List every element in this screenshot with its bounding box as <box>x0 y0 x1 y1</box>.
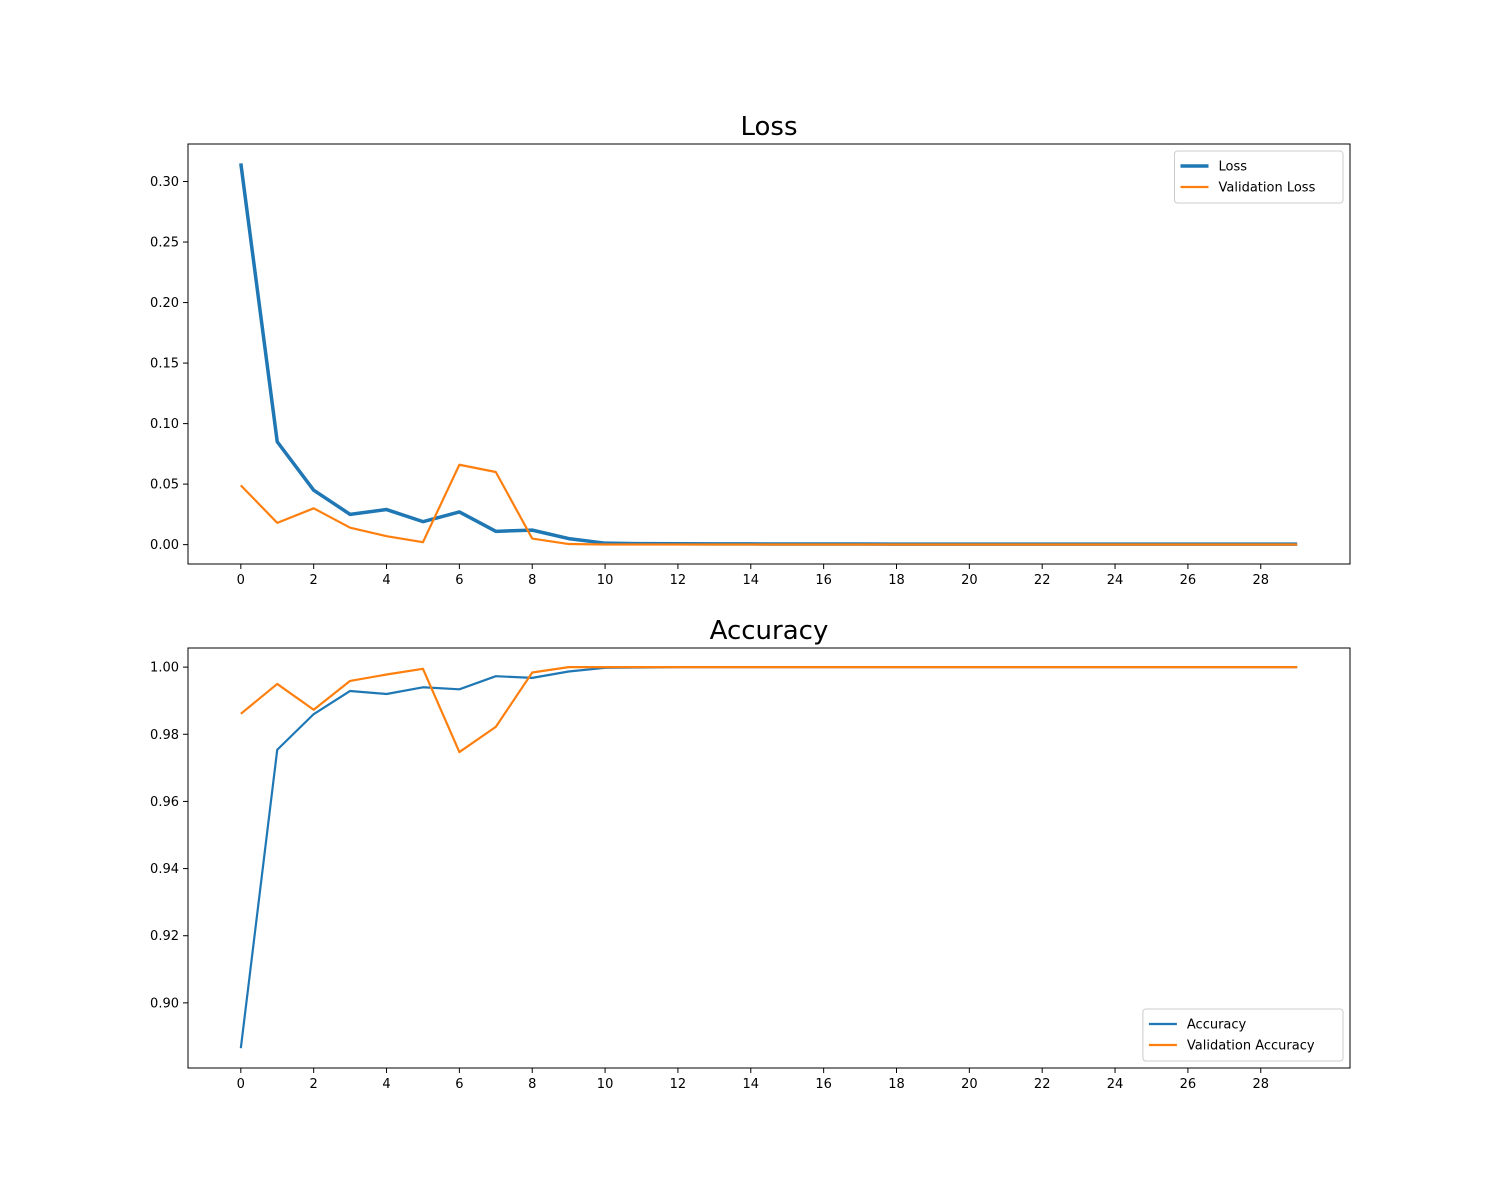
accuracy-x-tick-label-20: 20 <box>961 1077 978 1092</box>
accuracy-x-tick-label-10: 10 <box>597 1077 614 1092</box>
loss-y-tick-label-4: 0.20 <box>150 296 179 311</box>
loss-y-tick-label-3: 0.15 <box>150 357 179 372</box>
loss-x-tick-label-16: 16 <box>815 573 832 588</box>
loss-y-tick-label-1: 0.05 <box>150 478 179 493</box>
accuracy-x-tick-label-28: 28 <box>1252 1077 1269 1092</box>
loss-legend-label-loss: Loss <box>1219 160 1248 175</box>
accuracy-legend-box <box>1142 1008 1344 1062</box>
loss-y-tick-label-6: 0.30 <box>150 175 179 190</box>
accuracy-x-tick-label-22: 22 <box>1034 1077 1051 1092</box>
accuracy-x-tick-label-0: 0 <box>237 1077 245 1092</box>
accuracy-panel: Accuracy 0 2 4 6 8 10 12 14 16 18 20 22 24 26 280.900.… <box>150 616 1351 1092</box>
loss-x-tick-label-6: 6 <box>455 573 463 588</box>
accuracy-axes-frame <box>187 647 1351 1069</box>
loss-y-tick-label-5: 0.25 <box>150 236 179 251</box>
accuracy-legend: Accuracy Validation Accuracy <box>1142 1008 1344 1062</box>
loss-y-tick-label-0: 0.00 <box>150 538 179 553</box>
accuracy-y-tick-label-4: 0.98 <box>150 728 179 743</box>
accuracy-x-tick-label-12: 12 <box>670 1077 687 1092</box>
accuracy-x-tick-label-2: 2 <box>310 1077 318 1092</box>
accuracy-x-tick-label-26: 26 <box>1180 1077 1197 1092</box>
loss-x-tick-label-28: 28 <box>1252 573 1269 588</box>
accuracy-legend-label-accuracy: Accuracy <box>1187 1018 1247 1033</box>
accuracy-x-tick-label-14: 14 <box>743 1077 760 1092</box>
loss-panel: Loss 0 2 4 6 8 10 12 14 16 18 20 22 24 26 280.000.050.… <box>150 112 1351 588</box>
loss-axes-frame <box>187 143 1351 565</box>
loss-x-tick-label-2: 2 <box>310 573 318 588</box>
accuracy-title: Accuracy <box>710 616 829 646</box>
loss-series-validation-loss-line <box>240 463 1298 546</box>
loss-x-tick-label-18: 18 <box>888 573 905 588</box>
accuracy-legend-label-validation-accuracy: Validation Accuracy <box>1187 1039 1315 1054</box>
accuracy-y-tick-label-0: 0.90 <box>150 996 179 1011</box>
loss-x-tick-label-20: 20 <box>961 573 978 588</box>
loss-x-tick-label-0: 0 <box>237 573 245 588</box>
loss-title: Loss <box>740 112 797 142</box>
loss-legend-label-validation-loss: Validation Loss <box>1219 181 1316 196</box>
loss-x-tick-label-26: 26 <box>1180 573 1197 588</box>
loss-x-tick-label-12: 12 <box>670 573 687 588</box>
loss-y-tick-label-2: 0.10 <box>150 417 179 432</box>
accuracy-y-tick-label-5: 1.00 <box>150 661 179 676</box>
loss-x-tick-label-8: 8 <box>528 573 536 588</box>
loss-legend-box <box>1174 150 1344 204</box>
accuracy-series-validation-accuracy-line <box>240 666 1298 754</box>
accuracy-x-tick-label-6: 6 <box>455 1077 463 1092</box>
accuracy-x-tick-label-8: 8 <box>528 1077 536 1092</box>
loss-x-tick-label-22: 22 <box>1034 573 1051 588</box>
accuracy-x-tick-label-16: 16 <box>815 1077 832 1092</box>
loss-x-tick-label-4: 4 <box>382 573 390 588</box>
accuracy-y-tick-label-1: 0.92 <box>150 929 179 944</box>
loss-x-tick-label-14: 14 <box>743 573 760 588</box>
accuracy-x-tick-label-4: 4 <box>382 1077 390 1092</box>
loss-x-tick-label-10: 10 <box>597 573 614 588</box>
accuracy-x-tick-label-24: 24 <box>1107 1077 1124 1092</box>
accuracy-y-tick-label-2: 0.94 <box>150 862 179 877</box>
loss-x-tick-label-24: 24 <box>1107 573 1124 588</box>
loss-legend: Loss Validation Loss <box>1174 150 1344 204</box>
accuracy-y-tick-label-3: 0.96 <box>150 795 179 810</box>
accuracy-x-tick-label-18: 18 <box>888 1077 905 1092</box>
